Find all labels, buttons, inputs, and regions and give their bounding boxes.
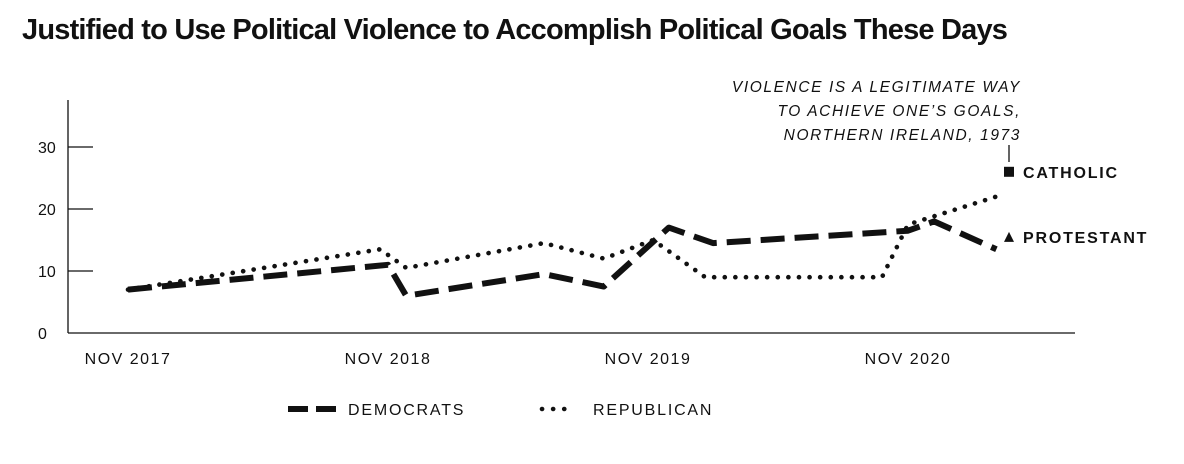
reference-label-protestant: PROTESTANT xyxy=(1023,230,1148,247)
x-tick-label: NOV 2019 xyxy=(605,351,692,368)
protestant-marker xyxy=(1004,231,1014,242)
y-tick-label: 0 xyxy=(38,326,47,343)
x-tick-label: NOV 2018 xyxy=(345,351,432,368)
reference-label-catholic: CATHOLIC xyxy=(1023,165,1119,182)
legend-label-republican: REPUBLICAN xyxy=(593,402,713,419)
y-tick-label: 10 xyxy=(38,264,56,281)
x-tick-label: NOV 2020 xyxy=(865,351,952,368)
annotation-line: NORTHERN IRELAND, 1973 xyxy=(784,127,1021,144)
series-line-democrats xyxy=(127,218,998,299)
catholic-marker xyxy=(1004,166,1014,177)
y-tick-label: 30 xyxy=(38,140,56,157)
legend-label-democrats: DEMOCRATS xyxy=(348,402,465,419)
y-tick-label: 20 xyxy=(38,202,56,219)
x-tick-label: NOV 2017 xyxy=(85,351,172,368)
annotation-line: TO ACHIEVE ONE’S GOALS, xyxy=(777,103,1021,120)
chart-title: Justified to Use Political Violence to A… xyxy=(22,14,1008,46)
annotation-line: VIOLENCE IS A LEGITIMATE WAY xyxy=(732,79,1021,96)
